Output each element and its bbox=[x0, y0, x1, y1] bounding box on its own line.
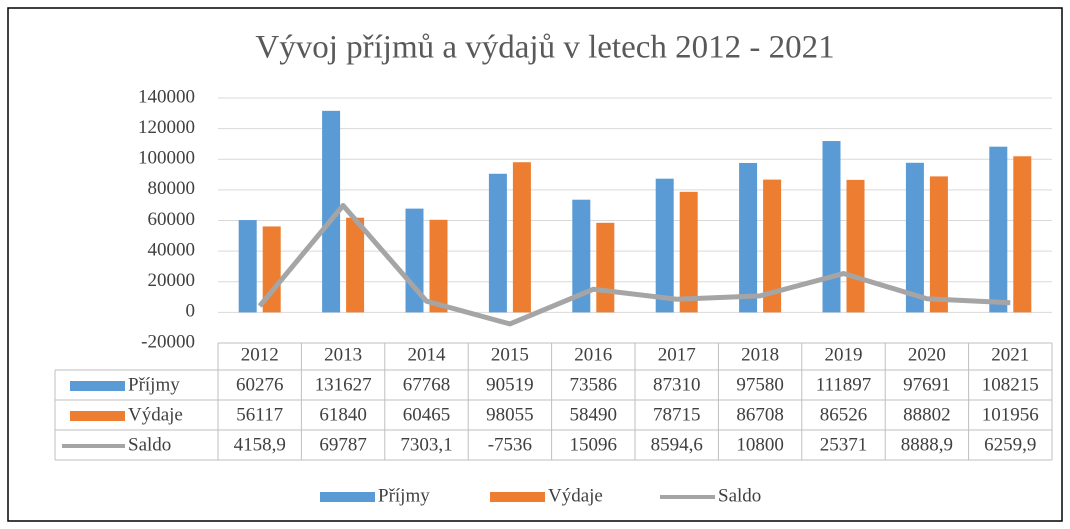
bar bbox=[655, 178, 674, 313]
bar bbox=[763, 179, 782, 313]
bar bbox=[739, 162, 758, 313]
bar bbox=[989, 146, 1008, 313]
bar bbox=[1013, 156, 1032, 313]
legend-key bbox=[70, 411, 125, 421]
bar bbox=[322, 110, 341, 313]
table-cell: 8594,6 bbox=[651, 434, 703, 455]
table-cell: 69787 bbox=[319, 434, 367, 455]
table-cell: -7536 bbox=[488, 434, 532, 455]
table-cell: 86708 bbox=[736, 404, 784, 425]
table-cell: 60276 bbox=[236, 374, 284, 395]
frame bbox=[7, 7, 1063, 522]
table-header: 2019 bbox=[825, 344, 863, 365]
table-cell: 78715 bbox=[653, 404, 701, 425]
y-tick-label: 120000 bbox=[138, 117, 195, 138]
table-cell: 97691 bbox=[903, 374, 951, 395]
table-cell: 73586 bbox=[570, 374, 618, 395]
bar bbox=[346, 217, 365, 313]
bar bbox=[596, 222, 615, 313]
bar bbox=[822, 141, 841, 313]
table-header: 2017 bbox=[658, 344, 696, 365]
table-cell: 108215 bbox=[982, 374, 1039, 395]
legend-key bbox=[490, 492, 545, 502]
table-cell: 101956 bbox=[982, 404, 1039, 425]
table-header: 2014 bbox=[408, 344, 447, 365]
table-header: 2013 bbox=[324, 344, 362, 365]
table-cell: 58490 bbox=[570, 404, 618, 425]
table-cell: 8888,9 bbox=[901, 434, 953, 455]
y-tick-label: 80000 bbox=[148, 178, 196, 199]
table-cell: 98055 bbox=[486, 404, 534, 425]
y-tick-label: -20000 bbox=[141, 331, 195, 352]
table-cell: 61840 bbox=[319, 404, 367, 425]
y-tick-label: 40000 bbox=[148, 239, 196, 260]
table-cell: 67768 bbox=[403, 374, 451, 395]
bar bbox=[512, 162, 531, 313]
legend-key bbox=[70, 381, 125, 391]
table-cell: 131627 bbox=[315, 374, 372, 395]
bar bbox=[572, 199, 591, 313]
table-cell: 90519 bbox=[486, 374, 534, 395]
legend-label: Výdaje bbox=[548, 485, 603, 506]
chart-title: Vývoj příjmů a výdajů v letech 2012 - 20… bbox=[255, 30, 834, 66]
row-label: Příjmy bbox=[128, 374, 180, 395]
y-tick-label: 60000 bbox=[148, 209, 196, 230]
table-cell: 87310 bbox=[653, 374, 701, 395]
table-cell: 10800 bbox=[736, 434, 784, 455]
table-header: 2020 bbox=[908, 344, 946, 365]
table-header: 2021 bbox=[991, 344, 1029, 365]
line-series bbox=[257, 203, 1011, 327]
table-cell: 15096 bbox=[570, 434, 618, 455]
bar bbox=[846, 179, 865, 313]
bar bbox=[238, 220, 257, 313]
legend-label: Saldo bbox=[718, 485, 761, 506]
table-cell: 86526 bbox=[820, 404, 868, 425]
table-cell: 97580 bbox=[736, 374, 784, 395]
y-tick-label: 100000 bbox=[138, 148, 195, 169]
y-tick-label: 0 bbox=[186, 301, 196, 322]
bar bbox=[905, 162, 924, 313]
table-cell: 6259,9 bbox=[984, 434, 1036, 455]
table-cell: 4158,9 bbox=[234, 434, 286, 455]
y-tick-label: 20000 bbox=[148, 270, 196, 291]
table-cell: 111897 bbox=[816, 374, 872, 395]
table-header: 2015 bbox=[491, 344, 529, 365]
bar bbox=[405, 208, 424, 313]
bar bbox=[679, 191, 698, 313]
table-cell: 7303,1 bbox=[400, 434, 452, 455]
row-label: Saldo bbox=[128, 434, 171, 455]
y-tick-label: 140000 bbox=[138, 86, 195, 107]
table-cell: 56117 bbox=[236, 404, 283, 425]
legend-label: Příjmy bbox=[378, 485, 430, 506]
bar bbox=[429, 219, 448, 313]
table-cell: 25371 bbox=[820, 434, 868, 455]
legend-key bbox=[320, 492, 375, 502]
bar bbox=[929, 176, 948, 313]
bar bbox=[488, 173, 507, 313]
table-header: 2016 bbox=[574, 344, 612, 365]
table-cell: 60465 bbox=[403, 404, 451, 425]
table-header: 2018 bbox=[741, 344, 779, 365]
table-cell: 88802 bbox=[903, 404, 951, 425]
table-header: 2012 bbox=[241, 344, 279, 365]
row-label: Výdaje bbox=[128, 404, 183, 425]
bar bbox=[262, 226, 281, 313]
